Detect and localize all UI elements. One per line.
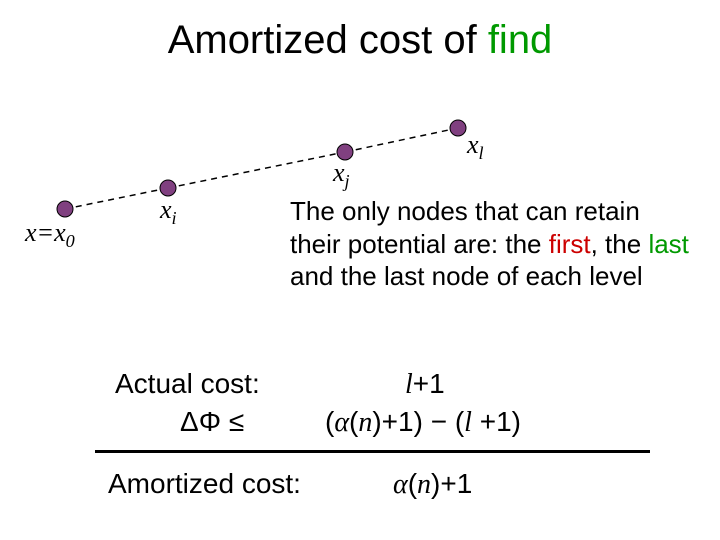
amortized-value: α(n)+1 (393, 468, 472, 501)
actual-cost-label: Actual cost: (115, 368, 260, 400)
node-xl-label-pre: x (467, 130, 479, 159)
costs-block: Actual cost: l+1 ΔΦ ≤ (α(n)+1) − (l +1) (115, 368, 635, 444)
node-x0-dot (57, 201, 73, 217)
dashed-line-1 (168, 152, 345, 188)
node-x0-label-pre: x=x (25, 218, 66, 247)
note-t3: and the last node of each level (290, 261, 643, 291)
node-xi-label: xi (160, 195, 177, 229)
node-xj-label-pre: x (333, 158, 345, 187)
delta-phi-label: ΔΦ ≤ (180, 406, 244, 438)
slide-title: Amortized cost of find (0, 18, 720, 63)
note-text: The only nodes that can retain their pot… (290, 195, 690, 293)
node-x0-label: x=x0 (25, 218, 75, 252)
node-xl-label-sub: l (479, 143, 484, 163)
node-xj-label: xj (333, 158, 350, 192)
node-xi-label-sub: i (172, 208, 177, 228)
note-first: first (549, 229, 591, 259)
node-xl-label: xl (467, 130, 484, 164)
dashed-line-0 (65, 188, 168, 209)
node-xj-label-sub: j (345, 171, 350, 191)
actual-cost-row: Actual cost: l+1 (115, 368, 635, 406)
actual-cost-l: l (405, 369, 413, 400)
title-find: find (488, 18, 553, 62)
node-xl-dot (450, 120, 466, 136)
delta-phi-sym: ΔΦ (180, 406, 229, 437)
delta-phi-value: (α(n)+1) − (l +1) (325, 406, 521, 439)
actual-cost-plus1: +1 (413, 368, 445, 399)
node-xi-dot (160, 180, 176, 196)
dashed-line-2 (345, 128, 458, 152)
delta-phi-row: ΔΦ ≤ (α(n)+1) − (l +1) (115, 406, 635, 444)
note-t2: , the (591, 229, 649, 259)
divider-line (95, 450, 650, 453)
node-x0-label-sub: 0 (66, 231, 75, 251)
title-prefix: Amortized cost of (168, 18, 488, 62)
delta-phi-op: ≤ (229, 406, 244, 437)
note-last: last (648, 229, 688, 259)
amortized-label: Amortized cost: (108, 468, 301, 500)
actual-cost-value: l+1 (405, 368, 445, 401)
node-xi-label-pre: x (160, 195, 172, 224)
